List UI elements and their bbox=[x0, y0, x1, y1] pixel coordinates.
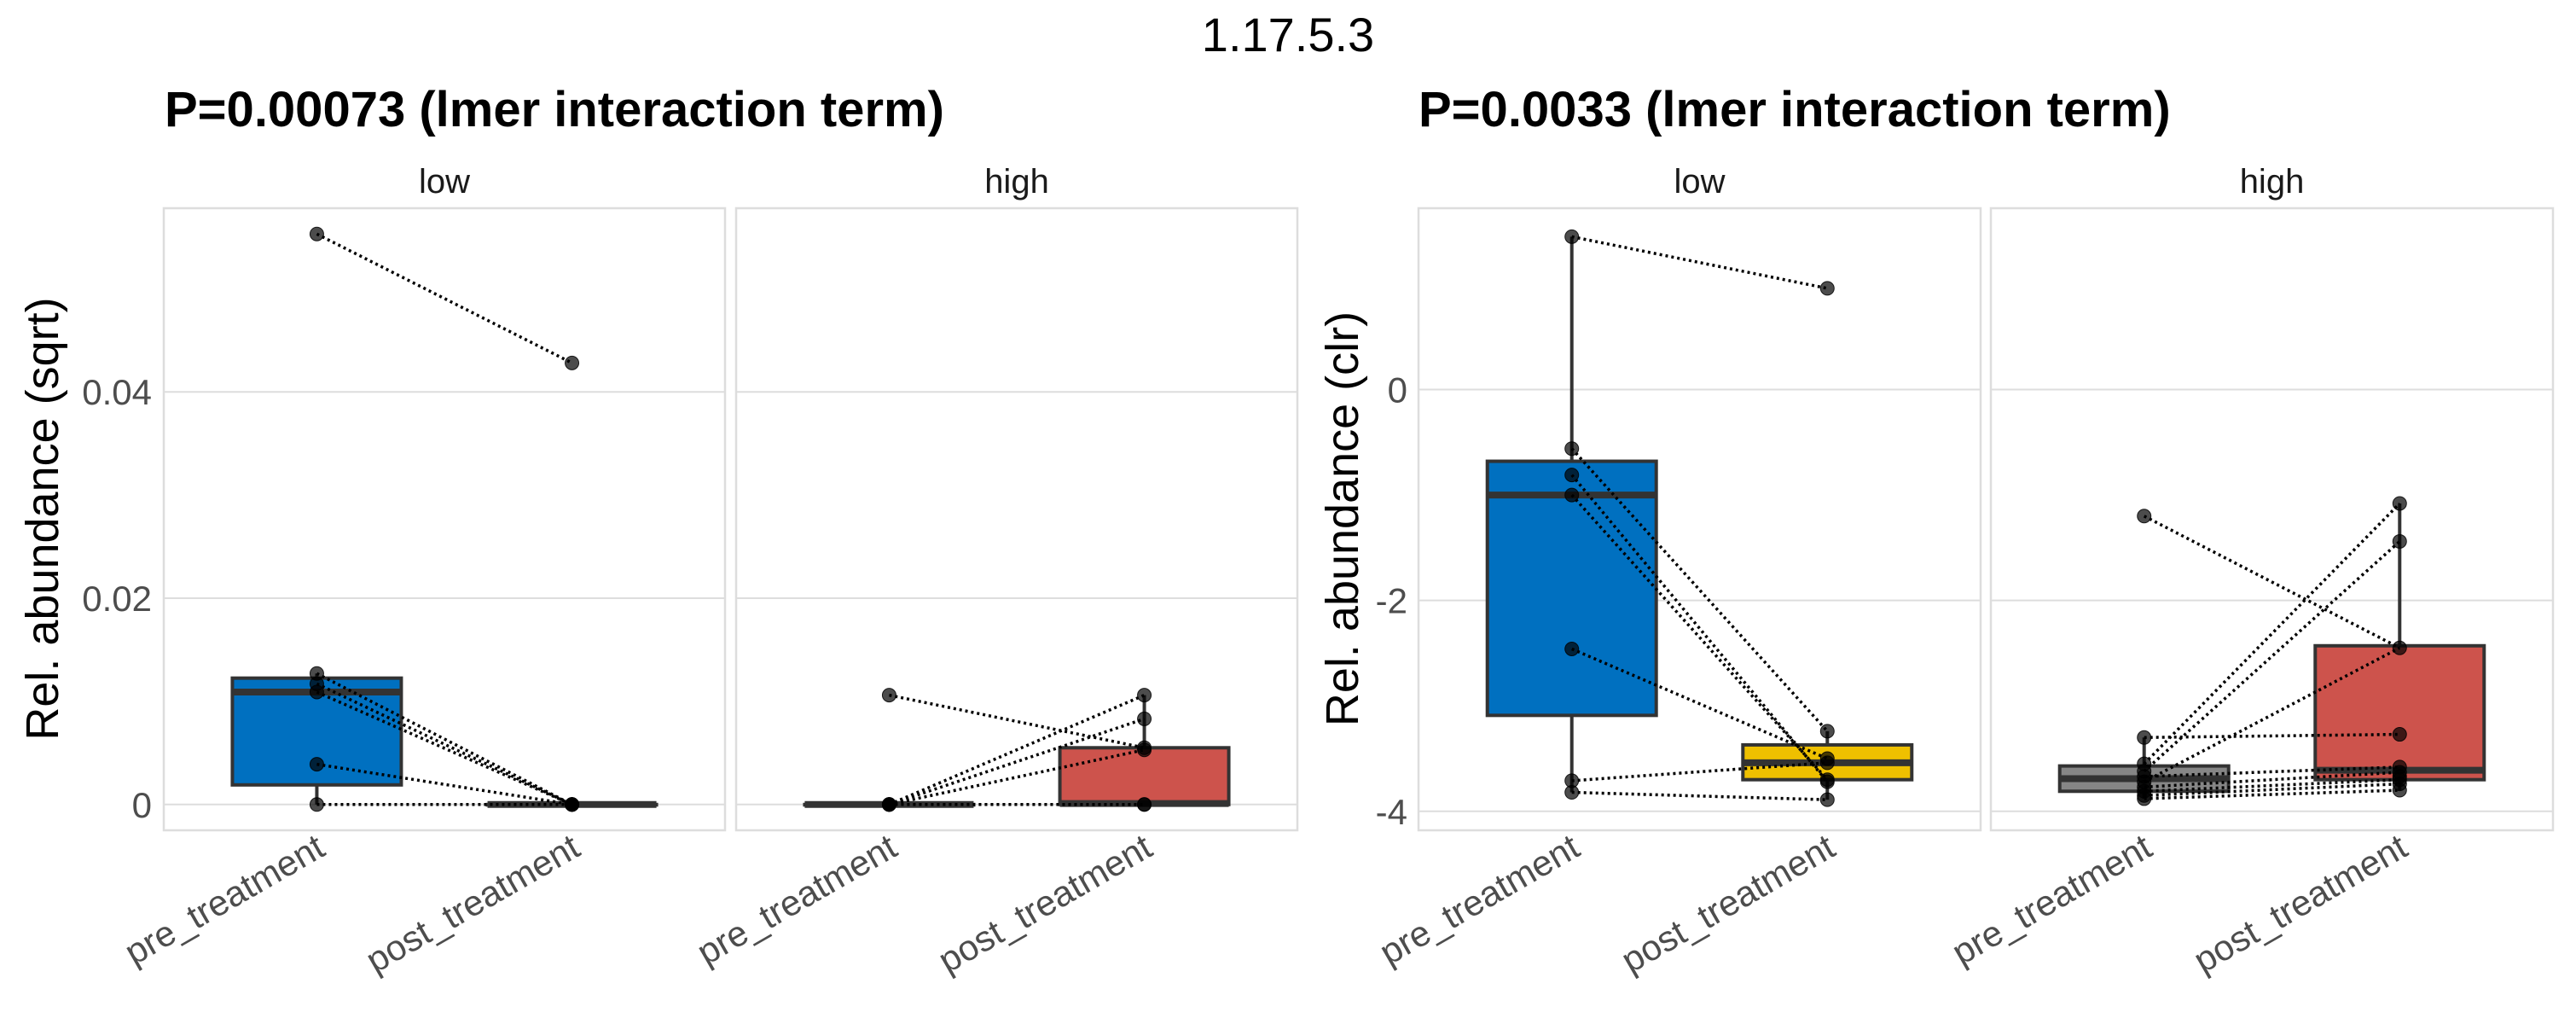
data-point bbox=[2392, 727, 2407, 742]
data-point bbox=[1564, 785, 1580, 800]
paired-line bbox=[1571, 647, 1828, 760]
y-tick-label: 0 bbox=[132, 785, 152, 825]
x-tick-label: pre_treatment bbox=[690, 826, 903, 973]
data-point bbox=[2392, 783, 2407, 798]
facet-panel-low: low pre_treatment post_treatment bbox=[1372, 163, 1982, 980]
paired-line bbox=[1571, 761, 1828, 783]
plot-clr: P=0.0033 (lmer interaction term) Rel. ab… bbox=[1317, 82, 2555, 980]
data-point bbox=[881, 797, 896, 812]
y-tick-label: -2 bbox=[1376, 581, 1407, 621]
paired-line bbox=[2144, 765, 2400, 778]
y-axis-ticks: -4 -2 0 bbox=[1376, 370, 1407, 832]
paired-line bbox=[1571, 790, 1828, 801]
data-point bbox=[309, 757, 324, 772]
paired-line bbox=[2143, 646, 2401, 783]
y-tick-label: 0 bbox=[1388, 370, 1407, 410]
data-point bbox=[881, 688, 896, 703]
data-point bbox=[1564, 441, 1580, 457]
paired-line bbox=[2143, 515, 2401, 649]
plot-title: P=0.0033 (lmer interaction term) bbox=[1419, 82, 2171, 137]
data-point bbox=[309, 226, 324, 241]
paired-line bbox=[1570, 447, 1829, 733]
data-point bbox=[2137, 730, 2152, 745]
data-point bbox=[1819, 755, 1835, 771]
x-tick-label: post_treatment bbox=[359, 826, 586, 980]
facet-panel-low: low pre_treatment post_treatment bbox=[118, 163, 727, 980]
boxplot-post_treatment bbox=[2313, 503, 2486, 791]
paired-line bbox=[1571, 235, 1828, 290]
facet-panel-high: high pre_treatment post_treatment bbox=[690, 163, 1299, 980]
panel-border bbox=[734, 207, 1299, 832]
data-point bbox=[1137, 711, 1152, 726]
data-point bbox=[1819, 792, 1835, 807]
paired-line bbox=[889, 693, 1145, 749]
paired-line bbox=[1570, 493, 1829, 781]
data-point bbox=[1564, 229, 1580, 244]
data-point bbox=[309, 684, 324, 700]
data-point bbox=[2392, 640, 2407, 655]
paired-line bbox=[2143, 502, 2401, 765]
paired-line bbox=[1570, 474, 1829, 783]
paired-line bbox=[888, 694, 1146, 806]
x-tick-label: post_treatment bbox=[2187, 826, 2414, 980]
data-point bbox=[565, 797, 580, 812]
data-point bbox=[309, 797, 324, 812]
paired-line bbox=[316, 682, 573, 806]
plot-sqrt: P=0.00073 (lmer interaction term) Rel. a… bbox=[17, 82, 1299, 980]
data-point bbox=[1564, 487, 1580, 503]
y-tick-label: 0.04 bbox=[82, 372, 152, 412]
data-point bbox=[2137, 791, 2152, 806]
data-point bbox=[1137, 797, 1152, 812]
panel-border bbox=[162, 207, 727, 832]
boxplot-pre_treatment bbox=[1485, 236, 1658, 793]
x-tick-label: post_treatment bbox=[1615, 826, 1842, 980]
y-axis-label: Rel. abundance (clr) bbox=[1317, 311, 1368, 726]
data-point bbox=[1137, 742, 1152, 758]
paired-line bbox=[2144, 732, 2400, 740]
data-point bbox=[1819, 281, 1835, 296]
figure-title: 1.17.5.3 bbox=[1202, 8, 1374, 61]
data-point bbox=[2392, 533, 2407, 549]
y-tick-label: 0.02 bbox=[82, 579, 152, 619]
facet-strip-label: high bbox=[2240, 163, 2305, 201]
facet-panel-high: high pre_treatment post_treatment bbox=[1945, 163, 2555, 980]
data-point bbox=[1819, 774, 1835, 789]
paired-line bbox=[2144, 771, 2400, 789]
facet-strip-label: low bbox=[419, 163, 470, 201]
data-point bbox=[1564, 468, 1580, 483]
panel-border bbox=[1989, 207, 2555, 832]
x-tick-label: post_treatment bbox=[931, 826, 1158, 980]
facet-strip-label: low bbox=[1674, 163, 1725, 201]
data-point bbox=[1819, 724, 1835, 739]
data-point bbox=[1137, 688, 1152, 703]
box-iqr bbox=[2313, 643, 2486, 782]
paired-line bbox=[316, 232, 573, 364]
y-tick-label: -4 bbox=[1376, 792, 1407, 832]
paired-line bbox=[2144, 777, 2400, 794]
facet-strip-label: high bbox=[984, 163, 1049, 201]
paired-line bbox=[2144, 788, 2400, 800]
data-point bbox=[565, 355, 580, 370]
paired-line bbox=[889, 748, 1145, 806]
data-point bbox=[2137, 509, 2152, 524]
plot-title: P=0.00073 (lmer interaction term) bbox=[165, 82, 944, 137]
x-tick-label: pre_treatment bbox=[1945, 826, 2158, 973]
y-axis-ticks: 0 0.02 0.04 bbox=[82, 372, 152, 825]
x-tick-label: pre_treatment bbox=[1372, 826, 1586, 973]
data-point bbox=[2392, 496, 2407, 511]
x-tick-label: pre_treatment bbox=[118, 826, 331, 973]
y-axis-label: Rel. abundance (sqrt) bbox=[17, 297, 68, 740]
paired-line bbox=[316, 672, 573, 806]
paired-line bbox=[316, 762, 572, 806]
panel-border bbox=[1417, 207, 1982, 832]
paired-line bbox=[2144, 782, 2400, 797]
data-point bbox=[1564, 641, 1580, 656]
paired-line bbox=[316, 690, 573, 806]
